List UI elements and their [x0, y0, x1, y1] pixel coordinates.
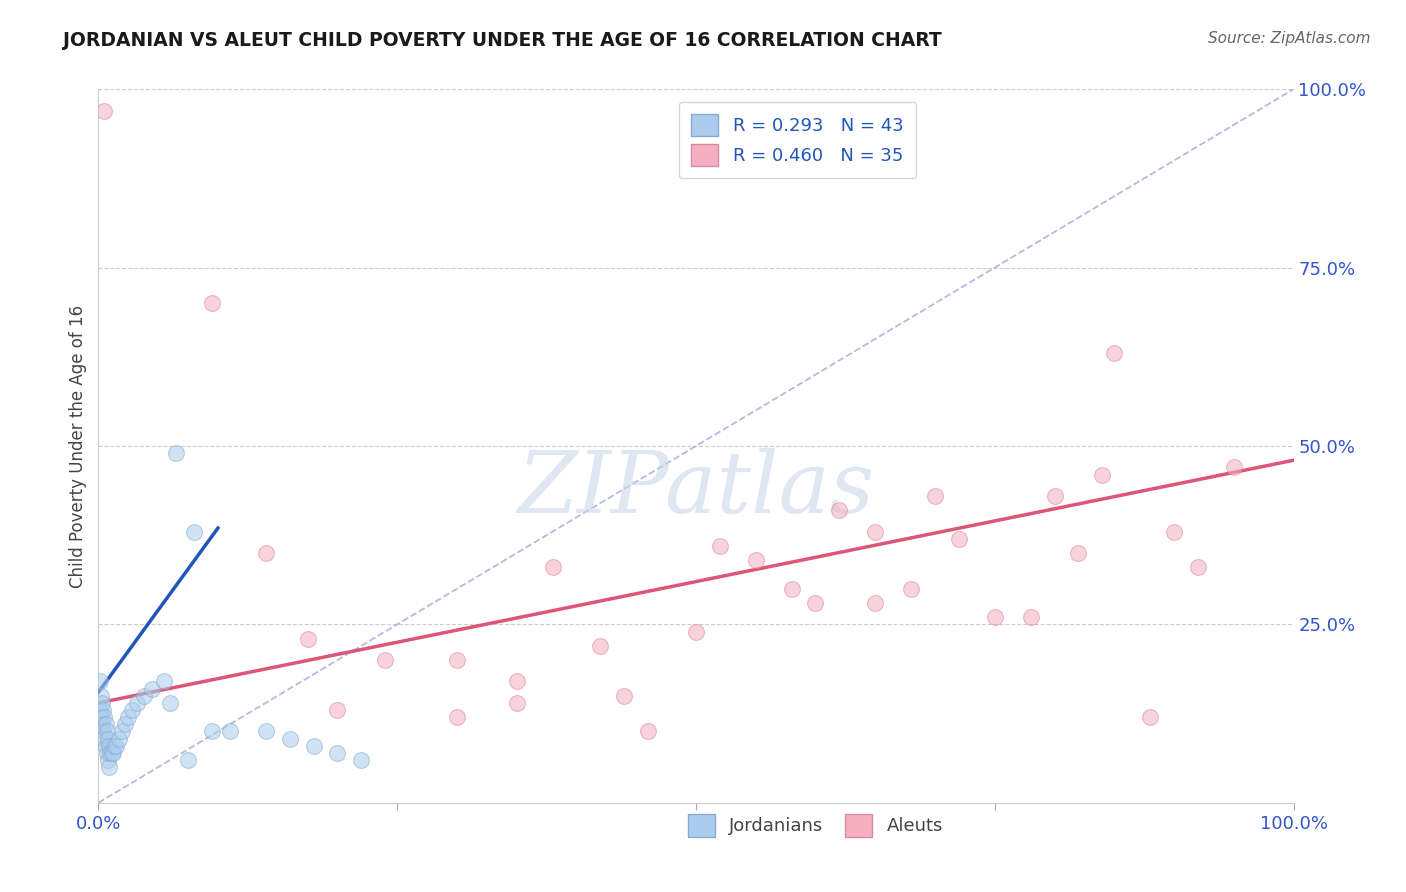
Point — [685, 624, 707, 639]
Point — [111, 724, 134, 739]
Point — [117, 710, 139, 724]
Point — [94, 739, 117, 753]
Point — [326, 746, 349, 760]
Point — [91, 717, 114, 731]
Point — [589, 639, 612, 653]
Point — [93, 731, 115, 746]
Point — [97, 753, 120, 767]
Point — [506, 674, 529, 689]
Point — [254, 724, 277, 739]
Point — [90, 710, 112, 724]
Point — [865, 596, 887, 610]
Point — [101, 746, 124, 760]
Point — [1163, 524, 1185, 539]
Point — [114, 717, 136, 731]
Point — [865, 524, 887, 539]
Point — [297, 632, 319, 646]
Legend: Jordanians, Aleuts: Jordanians, Aleuts — [681, 807, 950, 844]
Point — [1104, 346, 1126, 360]
Point — [201, 296, 224, 310]
Point — [1043, 489, 1066, 503]
Point — [91, 703, 114, 717]
Point — [745, 553, 768, 567]
Point — [613, 689, 636, 703]
Point — [828, 503, 851, 517]
Point — [780, 582, 803, 596]
Point — [98, 746, 122, 760]
Point — [326, 703, 349, 717]
Point — [159, 696, 181, 710]
Point — [1187, 560, 1209, 574]
Point — [709, 539, 731, 553]
Point — [94, 717, 117, 731]
Point — [302, 739, 325, 753]
Point — [541, 560, 564, 574]
Point — [1019, 610, 1042, 624]
Point — [177, 753, 200, 767]
Point — [900, 582, 922, 596]
Point — [89, 703, 111, 717]
Point — [125, 696, 148, 710]
Point — [90, 689, 112, 703]
Point — [278, 731, 301, 746]
Text: JORDANIAN VS ALEUT CHILD POVERTY UNDER THE AGE OF 16 CORRELATION CHART: JORDANIAN VS ALEUT CHILD POVERTY UNDER T… — [63, 31, 942, 50]
Point — [1139, 710, 1161, 724]
Point — [96, 746, 118, 760]
Text: Source: ZipAtlas.com: Source: ZipAtlas.com — [1208, 31, 1371, 46]
Point — [506, 696, 529, 710]
Point — [153, 674, 176, 689]
Point — [107, 731, 129, 746]
Point — [165, 446, 187, 460]
Point — [93, 103, 115, 118]
Point — [121, 703, 143, 717]
Point — [183, 524, 205, 539]
Point — [141, 681, 163, 696]
Point — [91, 724, 114, 739]
Point — [374, 653, 396, 667]
Point — [446, 653, 468, 667]
Point — [637, 724, 659, 739]
Point — [103, 739, 125, 753]
Point — [91, 696, 114, 710]
Point — [89, 674, 111, 689]
Point — [254, 546, 277, 560]
Y-axis label: Child Poverty Under the Age of 16: Child Poverty Under the Age of 16 — [69, 304, 87, 588]
Point — [948, 532, 970, 546]
Point — [350, 753, 373, 767]
Point — [100, 746, 122, 760]
Point — [804, 596, 827, 610]
Point — [924, 489, 946, 503]
Point — [132, 689, 155, 703]
Text: ZIPatlas: ZIPatlas — [517, 448, 875, 530]
Point — [201, 724, 224, 739]
Point — [1091, 467, 1114, 482]
Point — [446, 710, 468, 724]
Point — [97, 731, 120, 746]
Point — [98, 739, 121, 753]
Point — [1067, 546, 1090, 560]
Point — [98, 760, 121, 774]
Point — [984, 610, 1007, 624]
Point — [93, 710, 115, 724]
Point — [219, 724, 242, 739]
Point — [105, 739, 128, 753]
Point — [1223, 460, 1246, 475]
Point — [96, 724, 118, 739]
